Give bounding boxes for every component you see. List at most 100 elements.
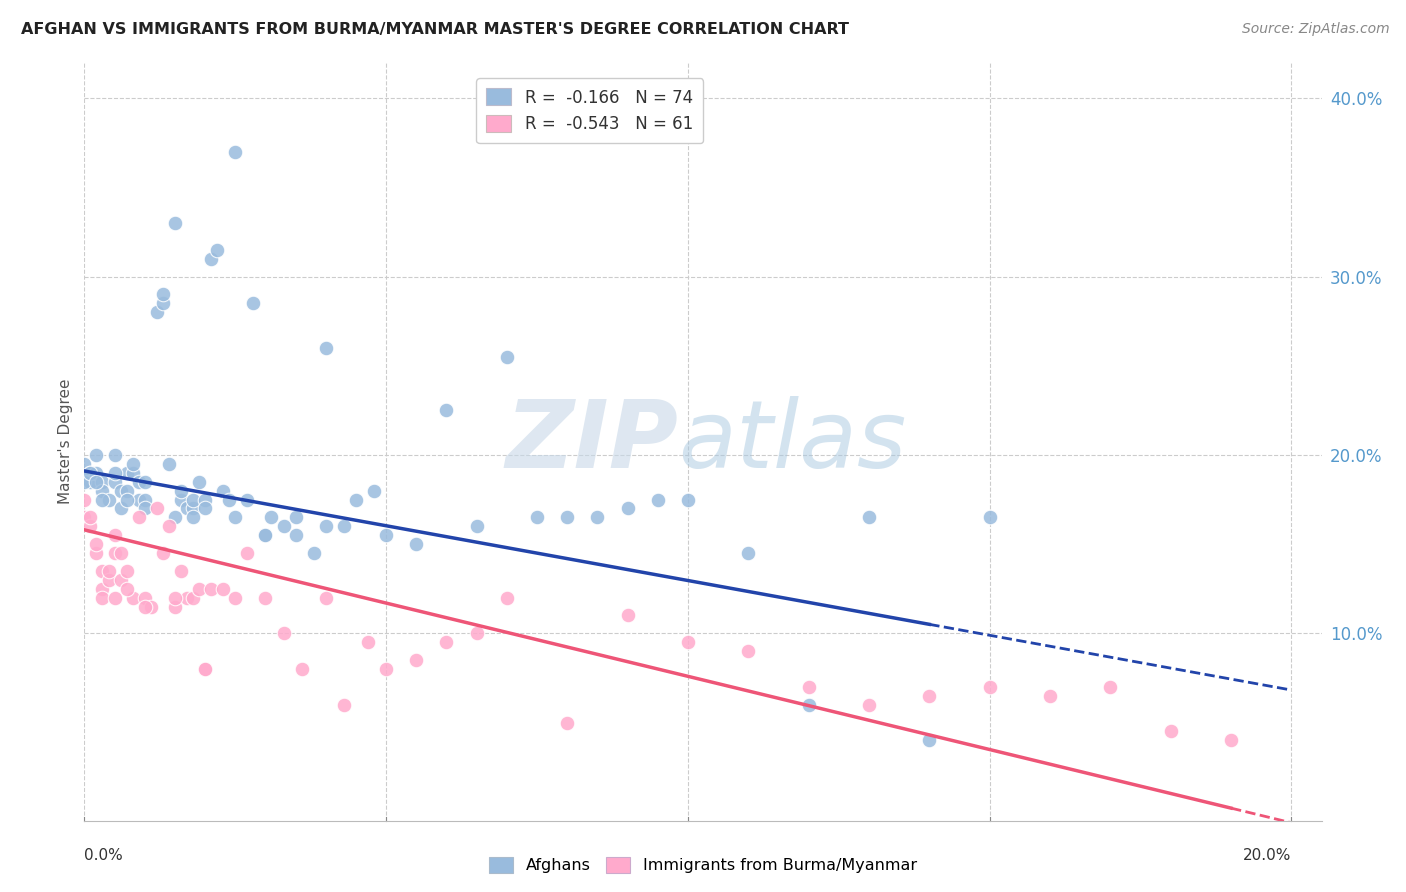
Point	[134, 492, 156, 507]
Point	[586, 510, 609, 524]
Point	[200, 582, 222, 596]
Point	[918, 689, 941, 703]
Point	[333, 698, 356, 712]
Text: atlas: atlas	[678, 396, 907, 487]
Point	[555, 715, 578, 730]
Text: ZIP: ZIP	[505, 395, 678, 488]
Point	[676, 635, 699, 649]
Point	[212, 483, 235, 498]
Point	[91, 492, 114, 507]
Point	[91, 591, 114, 605]
Point	[858, 510, 880, 524]
Point	[121, 457, 143, 471]
Point	[555, 510, 578, 524]
Legend: Afghans, Immigrants from Burma/Myanmar: Afghans, Immigrants from Burma/Myanmar	[482, 850, 924, 880]
Point	[86, 466, 108, 480]
Point	[797, 680, 820, 694]
Point	[333, 519, 356, 533]
Point	[91, 564, 114, 578]
Point	[110, 501, 132, 516]
Point	[181, 510, 204, 524]
Point	[205, 243, 228, 257]
Point	[103, 528, 125, 542]
Point	[218, 492, 240, 507]
Point	[79, 466, 101, 480]
Point	[1220, 733, 1243, 747]
Point	[315, 341, 337, 355]
Point	[284, 510, 307, 524]
Point	[181, 591, 204, 605]
Point	[375, 662, 398, 676]
Point	[163, 216, 186, 230]
Point	[157, 457, 180, 471]
Text: AFGHAN VS IMMIGRANTS FROM BURMA/MYANMAR MASTER'S DEGREE CORRELATION CHART: AFGHAN VS IMMIGRANTS FROM BURMA/MYANMAR …	[21, 22, 849, 37]
Point	[465, 626, 488, 640]
Point	[86, 448, 108, 462]
Point	[344, 492, 367, 507]
Point	[254, 528, 277, 542]
Point	[121, 466, 143, 480]
Point	[979, 680, 1001, 694]
Point	[73, 492, 96, 507]
Point	[86, 546, 108, 560]
Point	[73, 510, 96, 524]
Point	[110, 483, 132, 498]
Point	[79, 475, 101, 489]
Point	[647, 492, 669, 507]
Point	[526, 510, 548, 524]
Point	[224, 510, 246, 524]
Point	[315, 519, 337, 533]
Point	[1099, 680, 1122, 694]
Point	[79, 519, 101, 533]
Point	[91, 582, 114, 596]
Point	[436, 635, 458, 649]
Point	[254, 591, 277, 605]
Point	[110, 546, 132, 560]
Point	[1039, 689, 1062, 703]
Point	[224, 591, 246, 605]
Point	[176, 501, 198, 516]
Point	[495, 591, 517, 605]
Point	[176, 591, 198, 605]
Point	[134, 591, 156, 605]
Point	[858, 698, 880, 712]
Point	[97, 564, 120, 578]
Point	[121, 591, 143, 605]
Point	[181, 501, 204, 516]
Point	[170, 564, 193, 578]
Point	[73, 475, 96, 489]
Point	[115, 466, 138, 480]
Point	[128, 475, 150, 489]
Point	[918, 733, 941, 747]
Point	[357, 635, 380, 649]
Point	[170, 492, 193, 507]
Point	[115, 492, 138, 507]
Point	[194, 492, 217, 507]
Point	[128, 492, 150, 507]
Point	[254, 528, 277, 542]
Point	[375, 528, 398, 542]
Point	[194, 662, 217, 676]
Point	[115, 582, 138, 596]
Point	[134, 599, 156, 614]
Point	[170, 483, 193, 498]
Point	[212, 582, 235, 596]
Text: 20.0%: 20.0%	[1243, 848, 1292, 863]
Point	[194, 662, 217, 676]
Point	[616, 608, 638, 623]
Point	[181, 492, 204, 507]
Point	[152, 546, 174, 560]
Point	[146, 305, 169, 319]
Point	[436, 403, 458, 417]
Point	[224, 145, 246, 159]
Point	[273, 519, 295, 533]
Point	[91, 475, 114, 489]
Point	[86, 475, 108, 489]
Point	[139, 599, 162, 614]
Y-axis label: Master's Degree: Master's Degree	[58, 379, 73, 504]
Point	[103, 591, 125, 605]
Point	[103, 546, 125, 560]
Point	[236, 546, 259, 560]
Point	[616, 501, 638, 516]
Point	[146, 501, 169, 516]
